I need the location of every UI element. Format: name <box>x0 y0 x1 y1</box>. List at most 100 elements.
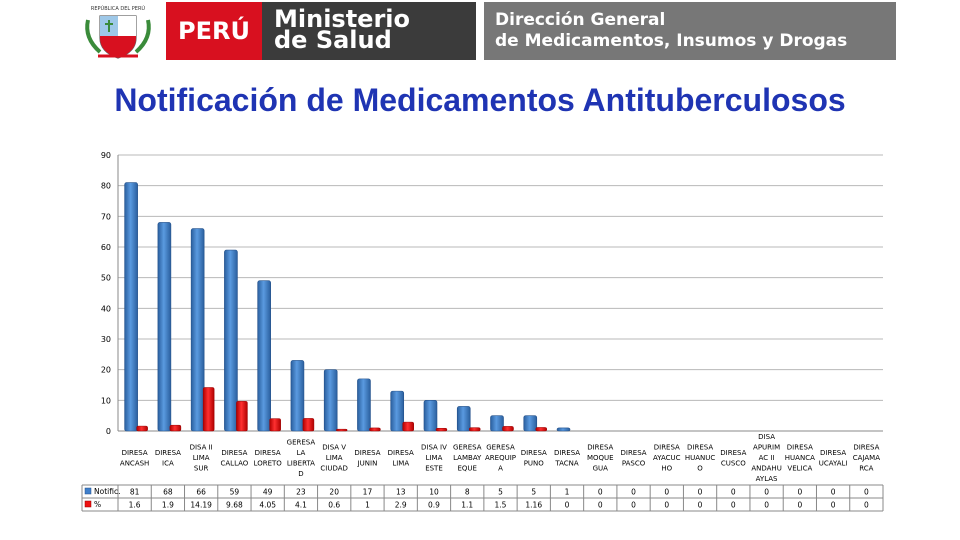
category-label: LIMA <box>392 459 409 467</box>
category-label: D <box>298 470 303 478</box>
category-label: UCAYALI <box>819 459 848 467</box>
legend-key-pct <box>84 500 92 508</box>
bar-notific <box>523 415 538 432</box>
category-label: ANDAHU <box>751 465 781 473</box>
table-cell-pct: 0.6 <box>328 501 340 510</box>
category-label: GUA <box>593 465 609 473</box>
category-label: LIBERTA <box>287 459 315 467</box>
bar-notific <box>157 222 172 432</box>
table-cell-pct: 0 <box>797 501 802 510</box>
category-label: TACNA <box>554 459 579 467</box>
table-cell-pct: 9.68 <box>226 501 243 510</box>
bar-pct <box>169 424 182 432</box>
category-label: LIMA <box>326 454 343 462</box>
category-label: PASCO <box>622 459 646 467</box>
table-cell-notific: 68 <box>163 488 173 497</box>
table-cell-notific: 0 <box>631 488 636 497</box>
category-label: DIRESA <box>720 449 746 457</box>
category-label: HUANUC <box>685 454 716 462</box>
category-label: AYACUC <box>653 454 681 462</box>
table-cell-notific: 0 <box>598 488 603 497</box>
bar-pct <box>269 418 281 432</box>
category-label: LIMA <box>426 454 443 462</box>
bar-notific <box>224 249 238 432</box>
category-label: ICA <box>162 459 174 467</box>
bar-pct <box>302 418 315 432</box>
category-label: RCA <box>859 465 873 473</box>
peru-coat-of-arms-icon: REPÚBLICA DEL PERÚ <box>85 5 151 59</box>
category-label: DIRESA <box>587 444 613 452</box>
directorate-line-2: de Medicamentos, Insumos y Drogas <box>495 31 848 51</box>
bar-pct <box>236 401 248 432</box>
bar-pct <box>202 387 215 432</box>
header-banner: REPÚBLICA DEL PERÚ PERÚ Ministerio de Sa… <box>0 0 960 66</box>
category-label: DIRESA <box>820 449 846 457</box>
bar-notific <box>390 390 405 432</box>
category-label: DIRESA <box>687 444 713 452</box>
table-cell-notific: 0 <box>864 488 869 497</box>
category-label: DIRESA <box>554 449 580 457</box>
table-cell-notific: 20 <box>329 488 339 497</box>
category-label: VELICA <box>787 465 812 473</box>
table-cell-notific: 13 <box>396 488 406 497</box>
category-label: LAMBAY <box>453 454 482 462</box>
category-label: DIRESA <box>853 444 879 452</box>
table-cell-pct: 1.6 <box>129 501 141 510</box>
y-tick-label: 10 <box>101 396 111 405</box>
y-tick-label: 30 <box>101 335 111 344</box>
table-cell-pct: 1.1 <box>461 501 473 510</box>
peru-label: PERÚ <box>166 2 262 60</box>
table-cell-notific: 17 <box>363 488 373 497</box>
bar-notific <box>190 228 205 432</box>
category-label: HO <box>661 465 672 473</box>
table-cell-pct: 1.9 <box>162 501 174 510</box>
table-cell-notific: 0 <box>698 488 703 497</box>
y-tick-label: 80 <box>101 182 111 191</box>
category-label: DIRESA <box>787 444 813 452</box>
table-cell-notific: 23 <box>296 488 306 497</box>
ministry-label: Ministerio de Salud <box>262 2 476 60</box>
table-cell-notific: 0 <box>797 488 802 497</box>
table-cell-pct: 1 <box>365 501 370 510</box>
category-label: DISA <box>758 433 775 441</box>
y-tick-label: 60 <box>101 243 111 252</box>
category-label: A <box>498 465 503 473</box>
table-cell-notific: 0 <box>731 488 736 497</box>
y-tick-label: 0 <box>106 427 111 436</box>
category-label: AREQUIP <box>485 454 516 462</box>
table-cell-notific: 81 <box>130 488 140 497</box>
category-label: DISA II <box>190 444 213 452</box>
table-cell-notific: 0 <box>831 488 836 497</box>
bar-pct <box>468 427 481 432</box>
category-label: GERESA <box>453 444 482 452</box>
table-cell-pct: 0 <box>864 501 869 510</box>
ministry-line-2: de Salud <box>274 26 392 54</box>
bar-pct <box>402 421 414 432</box>
legend-label-notific: Notific. <box>94 487 120 496</box>
bar-notific <box>490 415 504 432</box>
category-label: DIRESA <box>521 449 547 457</box>
table-cell-pct: 4.05 <box>259 501 276 510</box>
table-cell-pct: 0 <box>598 501 603 510</box>
table-cell-notific: 10 <box>429 488 439 497</box>
category-label: LORETO <box>254 459 283 467</box>
table-cell-pct: 1.16 <box>525 501 542 510</box>
directorate-line-1: Dirección General <box>495 10 666 30</box>
y-tick-label: 70 <box>101 212 111 221</box>
category-label: AYLAS <box>756 475 778 483</box>
bar-notific <box>423 400 438 432</box>
table-cell-notific: 1 <box>565 488 570 497</box>
directorate-label: Dirección General de Medicamentos, Insum… <box>484 2 896 60</box>
table-cell-pct: 14.19 <box>190 501 212 510</box>
y-tick-label: 50 <box>101 274 111 283</box>
category-label: O <box>697 465 703 473</box>
bar-pct <box>535 427 548 432</box>
category-label: APURIM <box>753 444 780 452</box>
category-label: LA <box>297 449 306 457</box>
category-label: CAJAMA <box>853 454 880 462</box>
svg-text:REPÚBLICA DEL PERÚ: REPÚBLICA DEL PERÚ <box>91 5 146 12</box>
category-label: PUNO <box>524 459 545 467</box>
y-tick-label: 20 <box>101 366 111 375</box>
y-tick-label: 90 <box>101 151 111 160</box>
table-cell-notific: 8 <box>465 488 470 497</box>
